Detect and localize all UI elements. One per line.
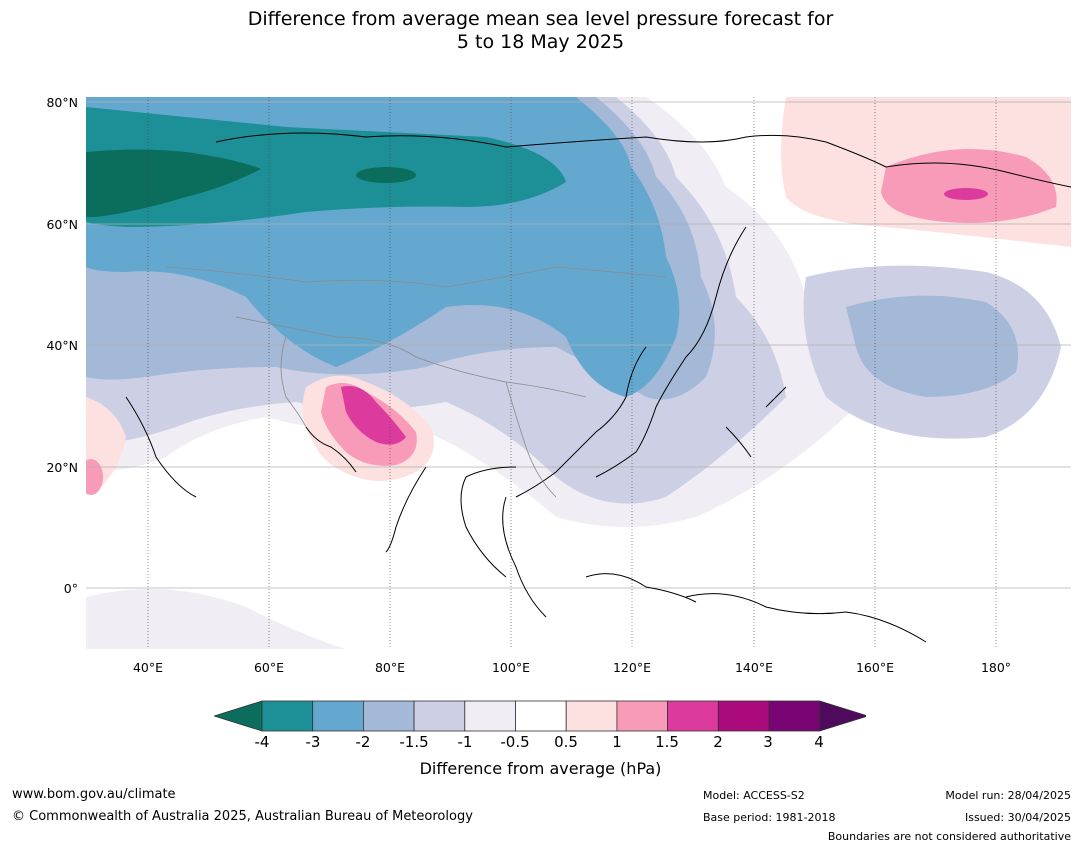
colorbar-cell [565, 700, 618, 732]
footer-website: www.bom.gov.au/climate [12, 787, 176, 802]
colorbar-cell [768, 700, 821, 732]
colorbar-cell [464, 700, 516, 732]
lon-label-140e: 140°E [734, 660, 773, 675]
colorbar-tick: -1 [457, 733, 473, 751]
lon-label-180: 180° [980, 660, 1012, 675]
coastlines [125, 132, 1071, 643]
colorbar-cell [413, 700, 466, 732]
lat-label-60n: 60°N [46, 217, 78, 232]
map-title-line-2: 5 to 18 May 2025 [456, 31, 625, 53]
lon-label-80e: 80°E [374, 660, 406, 675]
contour-minus-1.5-pacific [846, 295, 1018, 397]
colorbar [214, 700, 866, 732]
contour-minus-3 [86, 107, 566, 227]
lat-label-0: 0° [63, 581, 78, 596]
colorbar-tick: -3 [305, 733, 321, 751]
contour-plus-1-ne [881, 149, 1057, 223]
colorbar-cell [616, 700, 668, 732]
colorbar-tick: -1.5 [399, 733, 429, 751]
colorbar-cell [362, 700, 415, 732]
map-title: Difference from average mean sea level p… [0, 8, 1081, 54]
colorbar-cell [667, 700, 719, 732]
contour-plus-1-arabia [86, 459, 103, 495]
colorbar-label: Difference from average (hPa) [419, 759, 662, 778]
map-canvas [86, 97, 1071, 649]
lat-label-80n: 80°N [46, 95, 78, 110]
colorbar-tick: 1 [612, 733, 622, 751]
lat-label-20n: 20°N [46, 460, 78, 475]
colorbar-tick: -4 [254, 733, 270, 751]
contour-plus-2-ne [944, 188, 988, 200]
colorbar-tick: 3 [763, 733, 773, 751]
colorbar-cell [515, 700, 567, 732]
colorbar-tick: 0.5 [554, 733, 578, 751]
pressure-anomaly-map [86, 97, 1071, 649]
colorbar-tick: 2 [713, 733, 723, 751]
lon-label-120e: 120°E [612, 660, 651, 675]
latitude-lines [86, 101, 1071, 589]
lon-label-40e: 40°E [132, 660, 164, 675]
lat-label-40n: 40°N [46, 338, 78, 353]
contour-minus-0.5-south [86, 589, 346, 649]
map-title-line-1: Difference from average mean sea level p… [247, 8, 834, 30]
footer-base-period: Base period: 1981-2018 [703, 811, 836, 824]
contour-minus-4-small [356, 167, 416, 183]
lon-label-160e: 160°E [855, 660, 894, 675]
footer-copyright: © Commonwealth of Australia 2025, Austra… [12, 809, 473, 824]
graticule [147, 97, 997, 649]
contour-plus-1.5-india [341, 386, 406, 445]
footer-issued: Issued: 30/04/2025 [964, 811, 1071, 824]
colorbar-tick: -2 [355, 733, 371, 751]
colorbar-cell [717, 700, 770, 732]
colorbar-extend-low [214, 700, 263, 732]
contour-minus-4 [86, 149, 261, 217]
country-boundaries [165, 266, 667, 498]
colorbar-tick: 1.5 [655, 733, 679, 751]
colorbar-tick: -0.5 [500, 733, 530, 751]
footer-model-run: Model run: 28/04/2025 [945, 789, 1071, 802]
footer-boundaries-note: Boundaries are not considered authoritat… [827, 830, 1071, 843]
colorbar-cell [261, 700, 314, 732]
lon-label-100e: 100°E [491, 660, 530, 675]
colorbar-tick: 4 [814, 733, 824, 751]
colorbar-extend-high [819, 700, 866, 732]
colorbar-cell [312, 700, 364, 732]
footer-model: Model: ACCESS-S2 [703, 789, 805, 802]
lon-label-60e: 60°E [253, 660, 285, 675]
